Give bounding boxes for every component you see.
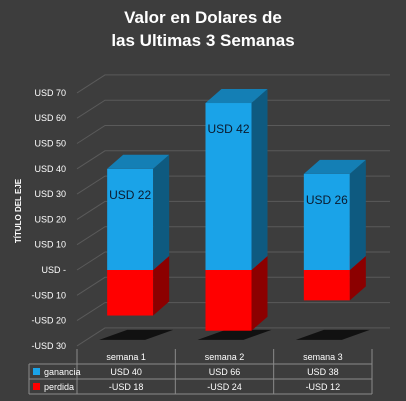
floor-shadow: [99, 329, 174, 340]
bar-perdida-side: [349, 256, 366, 301]
bar-ganancia-front: [107, 168, 154, 270]
bar-perdida-side: [251, 256, 268, 331]
gridline: [76, 125, 390, 144]
legend-label-perdida: perdida: [44, 382, 74, 392]
y-tick-label: USD 60: [34, 113, 66, 123]
gridline: [76, 175, 390, 195]
chart-floor: [99, 329, 370, 340]
bar-data-label: USD 22: [109, 188, 151, 202]
y-tick-label: USD 70: [34, 88, 66, 98]
gridline: [76, 200, 390, 220]
chart-title-line-1: Valor en Dolares de: [124, 8, 282, 27]
y-tick-label: USD 20: [34, 214, 66, 224]
table-value: -USD 12: [306, 382, 341, 392]
floor-shadow: [197, 329, 272, 340]
gridline: [76, 276, 390, 296]
bar-ganancia-side: [251, 89, 268, 271]
y-tick-label: USD 40: [34, 164, 66, 174]
gridline: [76, 99, 390, 119]
gridline: [76, 150, 390, 170]
table-value: -USD 24: [207, 382, 242, 392]
bar-ganancia: [107, 154, 170, 270]
y-axis-title: TÍTULO DEL EJE: [14, 178, 23, 243]
y-tick-label: USD 30: [34, 189, 66, 199]
bar-ganancia: [205, 89, 268, 271]
bar-ganancia-top: [205, 89, 268, 104]
bar-perdida-side: [153, 256, 170, 316]
gridline: [76, 327, 390, 347]
bar-ganancia-front: [205, 103, 252, 271]
y-tick-label: USD 50: [34, 139, 66, 149]
bar-ganancia-front: [303, 173, 350, 270]
table-value: USD 66: [209, 367, 241, 377]
chart-title: Valor en Dolares de las Ultimas 3 Semana…: [0, 6, 406, 52]
bars: USD 22 USD 42 USD 26: [107, 89, 366, 331]
table-value: USD 40: [110, 367, 142, 377]
table-category-label: semana 3: [303, 352, 343, 362]
bar-ganancia: [303, 159, 366, 270]
bar-perdida-front: [303, 270, 350, 301]
y-tick-label: -USD 30: [31, 341, 66, 351]
legend-key-perdida: [33, 383, 40, 390]
bar-ganancia-top: [107, 154, 170, 169]
gridline: [76, 226, 390, 246]
y-tick-label: -USD 10: [31, 290, 66, 300]
table-category-label: semana 1: [106, 352, 146, 362]
table-value: -USD 18: [109, 382, 144, 392]
bar-perdida-front: [205, 270, 252, 331]
table-category-label: semana 2: [205, 352, 245, 362]
gridline: [76, 74, 390, 94]
chart-title-line-2: las Ultimas 3 Semanas: [111, 31, 295, 50]
bar-ganancia-top: [303, 159, 366, 174]
y-tick-label: -USD 20: [31, 316, 66, 326]
table-value: USD 38: [307, 367, 339, 377]
data-table: semana 1 semana 2 semana 3 ganancia USD 40 US…: [28, 349, 373, 395]
bar-ganancia-side: [153, 154, 170, 270]
bar-perdida-front: [107, 270, 154, 316]
bar-data-label: USD 26: [306, 193, 348, 207]
y-tick-label: USD -: [42, 265, 67, 275]
floor-shadow: [295, 329, 370, 340]
gridline: [76, 251, 390, 271]
legend-key-ganancia: [33, 368, 40, 375]
bar-ganancia-side: [349, 159, 366, 270]
gridlines: [76, 74, 390, 347]
gridline: [76, 302, 390, 322]
y-axis-tick-labels: USD 70 USD 60 USD 50 USD 40 USD 30 USD 20 USD …: [31, 88, 66, 351]
legend-label-ganancia: ganancia: [44, 367, 81, 377]
y-tick-label: USD 10: [34, 240, 66, 250]
bar-data-label: USD 42: [207, 122, 249, 136]
